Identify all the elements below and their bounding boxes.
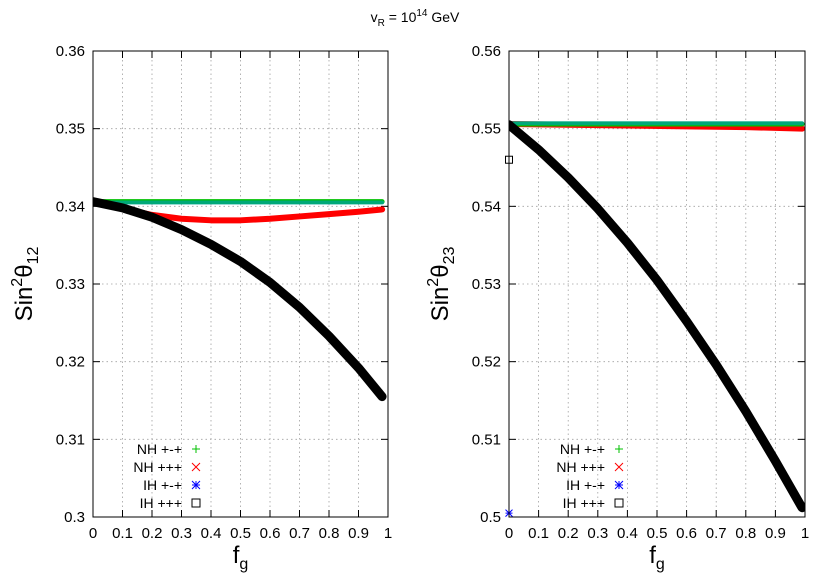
x-tick-label: 0.8	[319, 525, 340, 542]
y-axis-label: Sin2θ23	[425, 247, 458, 322]
legend-square-icon	[191, 498, 201, 508]
y-tick-label: 0.5	[480, 509, 501, 526]
x-tick-label: 0.9	[765, 525, 786, 542]
x-tick-label: 0.1	[528, 525, 549, 542]
y-axis-label: Sin2θ12	[9, 247, 42, 322]
y-tick-label: 0.33	[56, 276, 85, 293]
chart-panel-1: 0 0.1 0.2 0.3 0.4 0.5 0.6 0.7 0.8 0.9 1 0.3 0.31 0.32…	[9, 43, 392, 573]
y-tick-label: 0.56	[472, 43, 501, 60]
y-tick-label: 0.51	[472, 431, 501, 448]
y-tick-label: 0.31	[56, 431, 85, 448]
legend-cross-icon	[614, 462, 624, 472]
legend-label: IH +-+	[143, 477, 182, 493]
plot-frame	[92, 50, 389, 518]
series-ih-band	[93, 197, 387, 402]
y-tick-label: 0.53	[472, 276, 501, 293]
legend-cross-icon	[191, 462, 201, 472]
y-tick-label: 0.36	[56, 43, 85, 60]
legend: NH +-+ NH +++ IH +-+ IH +++	[133, 441, 201, 511]
x-tick-label: 0	[89, 525, 97, 542]
x-tick-label: 0.2	[558, 525, 579, 542]
x-tick-label: 0.4	[201, 525, 222, 542]
x-tick-label: 0.8	[735, 525, 756, 542]
legend-label: NH +++	[556, 459, 605, 475]
legend-label: NH +-+	[560, 441, 605, 457]
y-tick-label: 0.3	[64, 509, 85, 526]
x-tick-label: 1	[801, 525, 809, 542]
series-group	[509, 120, 805, 513]
x-axis-label: fg	[233, 542, 249, 573]
x-tick-label: 0	[505, 525, 513, 542]
legend-star-icon	[191, 480, 201, 490]
plot-frame	[508, 50, 806, 518]
y-tick-label: 0.55	[472, 121, 501, 138]
x-tick-label: 0.3	[171, 525, 192, 542]
series-group	[93, 197, 387, 402]
legend-label: IH +-+	[566, 477, 605, 493]
legend-label: NH +-+	[137, 441, 182, 457]
y-tick-label: 0.35	[56, 121, 85, 138]
x-tick-label: 0.2	[142, 525, 163, 542]
legend-label: NH +++	[133, 459, 182, 475]
series-ih-band	[509, 120, 805, 513]
x-tick-label: 1	[384, 525, 392, 542]
y-tick-label: 0.34	[56, 198, 85, 215]
y-tick-label: 0.54	[472, 198, 501, 215]
legend-plus-icon	[615, 445, 623, 453]
x-tick-label: 0.1	[112, 525, 133, 542]
legend-star-icon	[614, 480, 624, 490]
y-tick-label: 0.52	[472, 354, 501, 371]
x-tick-label: 0.5	[230, 525, 251, 542]
figure-title: vR = 1014 GeV	[371, 8, 460, 29]
x-axis-label: fg	[649, 542, 665, 573]
chart-panel-2: 0 0.1 0.2 0.3 0.4 0.5 0.6 0.7 0.8 0.9 1 0.5 0.51 0.52…	[425, 43, 809, 573]
x-tick-label: 0.5	[647, 525, 668, 542]
legend-label: IH +++	[140, 495, 182, 511]
legend: NH +-+ NH +++ IH +-+ IH +++	[556, 441, 624, 511]
x-tick-label: 0.6	[676, 525, 697, 542]
legend-square-icon	[614, 498, 624, 508]
x-tick-label: 0.7	[706, 525, 727, 542]
y-tick-label: 0.32	[56, 354, 85, 371]
x-tick-label: 0.9	[348, 525, 369, 542]
x-tick-label: 0.4	[617, 525, 638, 542]
x-tick-label: 0.3	[587, 525, 608, 542]
legend-plus-icon	[192, 445, 200, 453]
x-tick-label: 0.7	[289, 525, 310, 542]
legend-label: IH +++	[563, 495, 605, 511]
x-tick-label: 0.6	[260, 525, 281, 542]
